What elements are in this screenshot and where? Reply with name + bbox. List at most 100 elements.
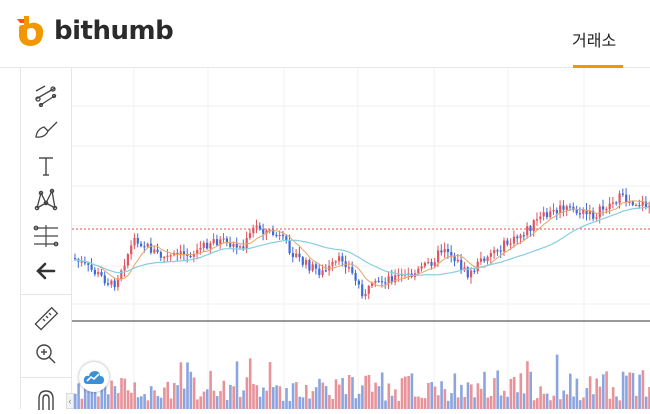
volume-bar	[364, 375, 367, 409]
volume-bar	[536, 398, 539, 409]
candle-body	[272, 229, 275, 235]
volume-bar	[628, 372, 631, 409]
volume-bar	[496, 370, 499, 409]
candle-body	[265, 230, 268, 234]
candle-body	[549, 211, 552, 218]
arrow-left-icon[interactable]	[32, 257, 60, 285]
volume-bar	[638, 374, 641, 409]
candle-body	[176, 253, 179, 255]
price-chart[interactable]	[72, 68, 650, 409]
candle-body	[143, 246, 146, 248]
candle-body	[407, 273, 410, 275]
candle-body	[146, 243, 149, 247]
candle-body	[608, 203, 611, 210]
ruler-icon[interactable]	[32, 305, 60, 333]
volume-bar	[413, 396, 417, 409]
volume-bar	[493, 378, 496, 409]
candle-body	[644, 201, 648, 208]
candle-body	[555, 210, 558, 214]
text-icon[interactable]	[32, 152, 60, 180]
candle-body	[648, 205, 650, 208]
volume-bar	[522, 393, 526, 409]
candle-body	[371, 282, 374, 286]
bithumb-logo[interactable]: bithumb	[16, 11, 174, 51]
candle-body	[569, 206, 572, 208]
zoom-in-icon[interactable]	[32, 340, 60, 368]
candle-body	[159, 252, 162, 258]
candle-body	[440, 250, 443, 253]
candle-body	[331, 261, 334, 266]
candle-body	[324, 270, 327, 272]
candle-body	[496, 250, 499, 252]
candle-body	[473, 270, 476, 272]
candle-body	[618, 193, 621, 204]
candle-body	[301, 257, 304, 265]
candle-body	[532, 220, 535, 232]
volume-bar	[347, 374, 351, 409]
candle-body	[288, 240, 291, 254]
volume-bar	[473, 397, 476, 409]
volume-bar	[301, 397, 305, 409]
volume-bar	[602, 374, 605, 409]
candle-body	[486, 256, 489, 262]
volume-bar	[219, 391, 222, 409]
cloud-chart-icon	[83, 371, 104, 384]
candle-body	[308, 260, 311, 271]
volume-bar	[460, 384, 463, 409]
candle-body	[585, 209, 588, 215]
pattern-icon[interactable]	[32, 186, 60, 214]
candle-body	[100, 272, 103, 276]
candle-body	[572, 206, 575, 210]
candle-body	[239, 246, 242, 248]
volume-bar	[136, 397, 140, 409]
volume-bar	[486, 397, 490, 409]
volume-bar	[384, 400, 387, 409]
candle-body	[248, 233, 252, 238]
trend-lines-icon[interactable]	[32, 82, 60, 110]
volume-bar	[209, 370, 212, 409]
candle-body	[255, 225, 258, 228]
volume-bar	[83, 384, 87, 409]
candle-body	[295, 253, 298, 257]
candle-body	[219, 239, 222, 245]
volume-bar	[440, 381, 443, 409]
candle-body	[456, 259, 459, 262]
volume-bar	[288, 400, 292, 409]
candle-body	[575, 209, 578, 214]
volume-bar	[539, 386, 542, 409]
brush-icon[interactable]	[32, 116, 60, 144]
candle-body	[232, 243, 235, 247]
volume-bar	[103, 382, 107, 409]
volume-bar	[140, 396, 143, 409]
volume-bar	[245, 377, 249, 409]
candlestick-chart[interactable]	[72, 68, 650, 409]
volume-bar	[324, 386, 328, 409]
cloud-save-button[interactable]	[79, 362, 109, 392]
candle-body	[123, 265, 126, 271]
expand-toolbar-tab[interactable]: ‹	[66, 393, 74, 409]
volume-bar	[374, 382, 377, 409]
volume-bar	[278, 386, 282, 409]
volume-bar	[159, 397, 163, 409]
volume-bar	[120, 378, 123, 409]
volume-bar	[295, 382, 298, 409]
volume-bar	[380, 372, 384, 409]
volume-bar	[113, 386, 117, 409]
volume-bar	[516, 392, 519, 409]
candle-body	[516, 236, 519, 239]
candle-body	[470, 270, 473, 278]
candle-body	[354, 272, 357, 281]
candle-body	[542, 212, 545, 217]
candle-body	[479, 258, 483, 262]
volume-bar	[489, 395, 493, 409]
fib-retracement-icon[interactable]	[32, 222, 60, 250]
magnet-icon[interactable]	[32, 386, 60, 414]
volume-bar	[275, 385, 278, 409]
volume-bar	[361, 385, 364, 409]
candle-body	[74, 258, 77, 260]
tab-exchange[interactable]: 거래소	[572, 31, 617, 50]
candle-body	[153, 249, 156, 253]
candle-body	[136, 237, 139, 244]
candle-body	[536, 219, 539, 221]
volume-bar	[572, 396, 575, 409]
